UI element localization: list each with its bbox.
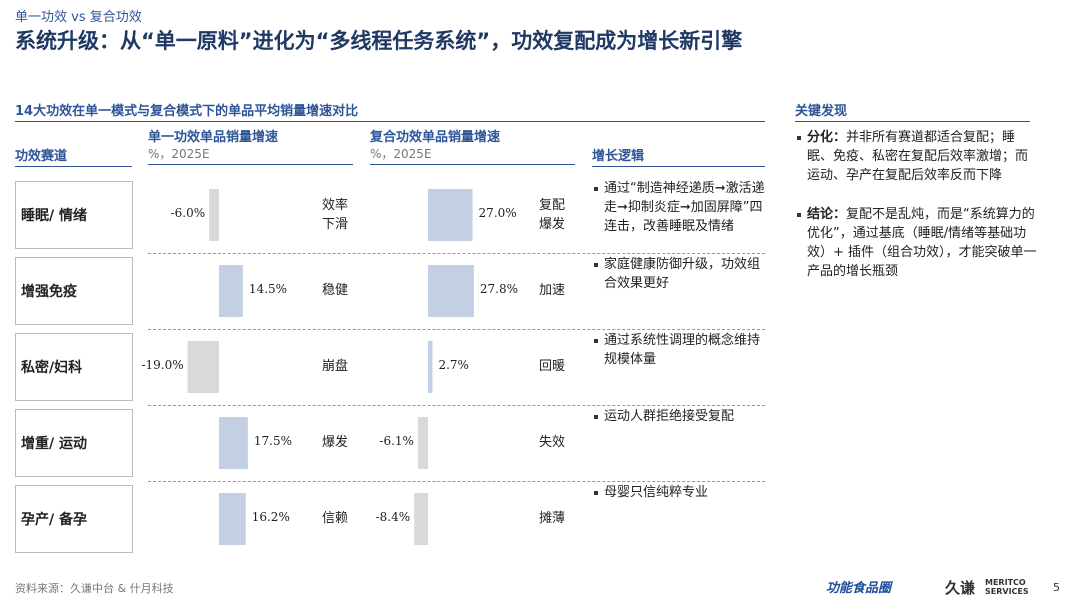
- col-unit: %，2025E: [148, 145, 353, 165]
- track-cell: 增强免疫: [15, 257, 133, 325]
- logo: 功能食品圈: [826, 581, 892, 596]
- bar: [187, 341, 219, 393]
- row-separator: [148, 253, 765, 254]
- logic-text: 母婴只信纯粹专业: [592, 483, 772, 502]
- bar: [219, 493, 246, 545]
- kicker: 单一功效 vs 复合功效: [15, 10, 142, 25]
- value-label: 14.5%: [248, 282, 288, 296]
- value-label: -6.1%: [379, 434, 414, 448]
- value-label: 17.5%: [253, 434, 292, 448]
- page-number: 5: [1053, 581, 1060, 594]
- trend-tag: 失效: [538, 435, 565, 450]
- finding: 结论：复配不是乱炖，而是“系统算力的优化”，通过基底（睡眠/情绪等基础功效）+ …: [795, 205, 1037, 281]
- logic-text: 运动人群拒绝接受复配: [592, 407, 772, 426]
- bar: [428, 189, 473, 241]
- findings-title: 关键发现: [795, 100, 1030, 122]
- slide-title: 系统升级：从“单一原料”进化为“多线程任务系统”，功效复配成为增长新引擎: [15, 29, 743, 53]
- bar: [414, 493, 428, 545]
- logo: 久谦: [945, 579, 976, 597]
- trend-tag: 效率下滑: [321, 198, 348, 232]
- value-label: 2.7%: [438, 358, 469, 372]
- value-label: -19.0%: [141, 358, 184, 372]
- trend-tag: 加速: [538, 283, 565, 298]
- track-cell: 私密/妇科: [15, 333, 133, 401]
- bar: [209, 189, 219, 241]
- finding-text: 复配不是乱炖，而是“系统算力的优化”，通过基底（睡眠/情绪等基础功效）+ 插件（…: [807, 207, 1037, 279]
- trend-tag: 爆发: [321, 435, 348, 450]
- logic-text: 家庭健康防御升级，功效组合效果更好: [592, 255, 772, 293]
- finding-text: 并非所有赛道都适合复配；睡眠、免疫、私密在复配后效率激增；而运动、孕产在复配后效…: [807, 130, 1029, 183]
- bar: [219, 265, 243, 317]
- value-label: -6.0%: [170, 206, 206, 220]
- value-label: 16.2%: [251, 510, 290, 524]
- trend-tag: 信赖: [321, 511, 348, 526]
- bar: [417, 417, 428, 469]
- table-title: 14大功效在单一模式与复合模式下的单品平均销量增速对比: [15, 100, 765, 122]
- col-header: 增长逻辑: [592, 145, 765, 167]
- logo: MERITCO SERVICES: [985, 578, 1029, 596]
- row-separator: [148, 405, 765, 406]
- finding: 分化：并非所有赛道都适合复配；睡眠、免疫、私密在复配后效率激增；而运动、孕产在复…: [795, 128, 1037, 185]
- finding-lead: 结论：: [807, 207, 847, 222]
- logic-text: 通过系统性调理的概念维持规模体量: [592, 331, 772, 369]
- track-cell: 睡眠/ 情绪: [15, 181, 133, 249]
- bar: [219, 417, 248, 469]
- bar: [428, 341, 433, 393]
- value-label: 27.0%: [478, 206, 517, 220]
- trend-tag: 摊薄: [538, 511, 565, 526]
- track-cell: 增重/ 运动: [15, 409, 133, 477]
- value-label: 27.8%: [479, 282, 518, 296]
- value-label: -8.4%: [375, 510, 411, 524]
- track-cell: 孕产/ 备孕: [15, 485, 133, 553]
- col-header: 复合功效单品销量增速: [370, 130, 501, 145]
- trend-tag: 稳健: [321, 283, 348, 298]
- logic-text: 通过“制造神经递质➞激活递走➞抑制炎症➞加固屏障”四连击，改善睡眠及情绪: [592, 179, 772, 236]
- finding-lead: 分化：: [807, 130, 847, 145]
- trend-tag: 复配爆发: [538, 198, 565, 232]
- col-header: 功效赛道: [15, 145, 132, 167]
- source: 资料来源：久谦中台 & 什月科技: [15, 582, 174, 595]
- col-unit: %，2025E: [370, 145, 575, 165]
- trend-tag: 回暖: [538, 359, 565, 374]
- trend-tag: 崩盘: [321, 359, 348, 374]
- row-separator: [148, 481, 765, 482]
- row-separator: [148, 329, 765, 330]
- bar: [428, 265, 474, 317]
- col-header: 单一功效单品销量增速: [148, 130, 279, 145]
